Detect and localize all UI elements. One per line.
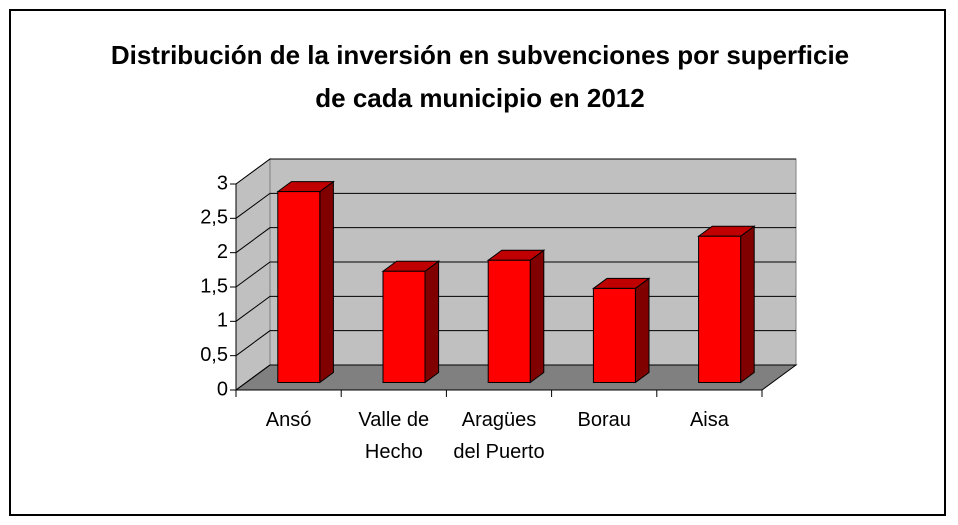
bar-side: [424, 260, 440, 384]
y-tick-label: 2,5: [200, 207, 228, 229]
x-tick-label: Ansó: [265, 409, 312, 431]
chart-title: Distribución de la inversión en subvenci…: [110, 40, 850, 113]
x-tick-label: Aisa: [689, 409, 729, 431]
bar: [697, 225, 756, 384]
bar-front: [277, 191, 321, 383]
grid-line: [235, 261, 796, 288]
bar: [486, 249, 546, 384]
y-tick-label: 0: [217, 378, 228, 400]
bar-side: [529, 249, 545, 384]
bar-front: [698, 235, 742, 383]
bar-side: [740, 225, 755, 384]
bar: [381, 260, 441, 384]
x-tick-label: Borau: [577, 409, 631, 431]
grid-line: [235, 158, 796, 185]
bar: [591, 277, 651, 384]
y-tick-label: 1: [217, 310, 228, 332]
grid-line: [235, 192, 796, 219]
y-tick-label: 0,5: [200, 344, 228, 366]
y-tick-label: 2: [217, 241, 228, 263]
bar-front: [487, 259, 531, 384]
grid-line: [235, 227, 796, 254]
y-tick-label: 1,5: [200, 275, 228, 297]
x-tick-label: Valle de Hecho: [358, 409, 430, 463]
bar-side: [319, 180, 334, 384]
bar-front: [382, 270, 426, 384]
bar-side: [634, 277, 650, 384]
bar-front: [592, 287, 636, 383]
y-tick-label: 3: [217, 172, 228, 194]
x-tick-label: Aragües del Puerto: [453, 409, 545, 463]
bar: [276, 180, 335, 384]
